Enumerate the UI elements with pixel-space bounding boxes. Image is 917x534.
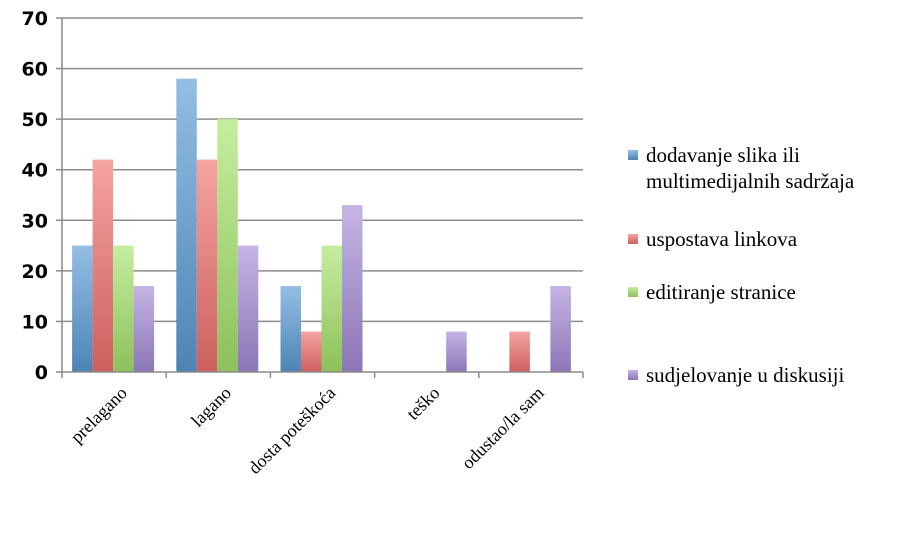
- y-tick-label-40: 40: [22, 160, 48, 182]
- legend-item-3: editiranje stranice: [628, 280, 796, 304]
- bar-lagano-series-1: [176, 78, 197, 372]
- axis-layer: [56, 17, 584, 378]
- x-tick-label-lagano: lagano: [187, 383, 235, 431]
- y-tick-label-60: 60: [22, 59, 48, 81]
- y-tick-label-10: 10: [22, 311, 48, 333]
- legend: dodavanje slika ili multimedijalnih sadrž…: [628, 143, 855, 387]
- legend-label-3: editiranje stranice: [646, 280, 796, 304]
- bar-dosta-poteskoca-series-4: [342, 205, 363, 372]
- bar-prelagano-series-1: [72, 245, 93, 372]
- legend-swatch-1: [628, 150, 638, 160]
- bar-prelagano-series-3: [113, 245, 134, 372]
- legend-item-4: sudjelovanje u diskusiji: [628, 363, 844, 387]
- x-tick-label-tesko: teško: [403, 383, 444, 424]
- bar-prelagano-series-2: [92, 159, 114, 372]
- legend-swatch-2: [628, 234, 638, 244]
- y-tick-label-20: 20: [22, 261, 48, 283]
- legend-item-2: uspostava linkova: [628, 227, 798, 251]
- bar-lagano-series-3: [217, 119, 238, 373]
- bar-odustao-la-sam-series-4: [550, 286, 571, 372]
- legend-label-1: dodavanje slika ili multimedijalnih sadrž…: [646, 143, 855, 193]
- legend-swatch-3: [628, 287, 638, 297]
- legend-label-4: sudjelovanje u diskusiji: [646, 363, 844, 387]
- x-tick-label-dosta-poteskoca: dosta poteškoća: [244, 383, 339, 478]
- y-tick-label-70: 70: [22, 8, 48, 30]
- legend-item-1: dodavanje slika ili multimedijalnih sadrž…: [628, 143, 855, 193]
- grid-layer: [62, 17, 583, 323]
- legend-label-2: uspostava linkova: [646, 227, 798, 251]
- y-tick-label-30: 30: [22, 210, 48, 232]
- x-tick-labels: prelagano lagano dosta poteškoća teško odust…: [67, 383, 548, 478]
- bar-lagano-series-4: [237, 245, 259, 372]
- bar-dosta-poteskoca-series-1: [280, 286, 301, 372]
- x-tick-label-odustao-la-sam: odustao/la sam: [458, 383, 548, 473]
- bar-prelagano-series-4: [133, 286, 155, 372]
- bars-layer: [72, 78, 571, 373]
- bar-tesko-series-4: [446, 331, 467, 372]
- bar-dosta-poteskoca-series-3: [321, 245, 342, 372]
- bar-dosta-poteskoca-series-2: [301, 331, 322, 372]
- bar-odustao-la-sam-series-2: [509, 331, 530, 372]
- y-tick-label-50: 50: [22, 109, 48, 131]
- y-tick-labels: 0 10 20 30 40 50 60 70: [22, 8, 48, 384]
- y-tick-label-0: 0: [35, 362, 48, 384]
- bar-lagano-series-2: [196, 159, 218, 372]
- legend-swatch-4: [628, 370, 638, 380]
- x-tick-label-prelagano: prelagano: [67, 383, 131, 447]
